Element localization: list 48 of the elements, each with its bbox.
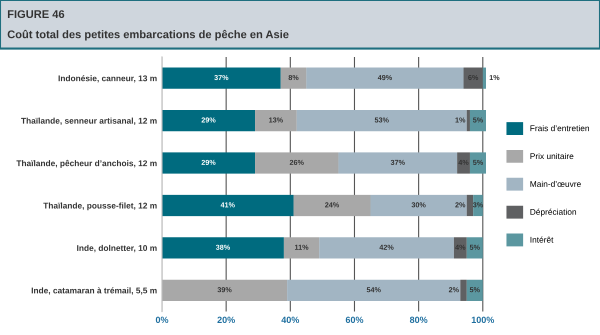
bar xyxy=(162,68,281,89)
bar xyxy=(255,152,338,174)
legend-label: Prix unitaire xyxy=(530,152,574,160)
bar xyxy=(466,110,470,132)
y-tick-label: Thaïlande, pêcheur d’anchois, 12 m xyxy=(16,160,157,168)
bar xyxy=(482,68,486,89)
bar xyxy=(319,237,454,259)
x-tick-label: 40% xyxy=(281,316,300,324)
x-tick-label: 0% xyxy=(156,316,168,324)
bar xyxy=(466,280,483,301)
bar xyxy=(284,237,320,259)
bar xyxy=(454,237,467,259)
legend-label: Main-d’œuvre xyxy=(530,180,581,187)
legend-label: Dépréciation xyxy=(530,208,576,216)
text: FIGURE 46 xyxy=(8,10,64,18)
bar xyxy=(162,280,288,301)
bar xyxy=(162,110,256,132)
y-tick-label: Inde, dolnetter, 10 m xyxy=(77,244,157,252)
legend-label: Frais d’entretien xyxy=(530,125,589,132)
bar xyxy=(470,110,486,132)
bar xyxy=(466,194,474,216)
bar xyxy=(162,194,294,216)
bar xyxy=(162,152,256,174)
y-tick-label: Inde, catamaran à trémail, 5,5 m xyxy=(32,287,157,295)
bar xyxy=(460,280,467,301)
bar xyxy=(464,68,483,89)
bar xyxy=(255,110,297,132)
bar xyxy=(457,152,470,174)
bar xyxy=(370,194,467,216)
bar xyxy=(470,152,486,174)
bar xyxy=(338,152,458,174)
bar xyxy=(280,68,306,89)
bar xyxy=(287,280,460,301)
y-tick-label: Indonésie, canneur, 13 m xyxy=(58,75,157,82)
legend-label: Intérêt xyxy=(530,236,554,243)
bar xyxy=(473,194,483,216)
chart-subtitle: Coût total des petites embarcations de pêche en Asie xyxy=(8,30,289,40)
y-tick-label: Thaïlande, senneur artisanal, 12 m xyxy=(21,118,157,125)
bar xyxy=(296,110,467,132)
x-tick-label: 80% xyxy=(410,316,428,324)
bar xyxy=(294,194,371,216)
bar xyxy=(306,68,464,89)
x-tick-label: 60% xyxy=(346,316,364,324)
y-tick-label: Thaïlande, pousse-filet, 12 m xyxy=(43,202,157,210)
bar xyxy=(162,237,284,259)
x-tick-label: 100% xyxy=(472,316,494,324)
x-tick-label: 20% xyxy=(217,316,235,324)
bar xyxy=(466,237,483,259)
